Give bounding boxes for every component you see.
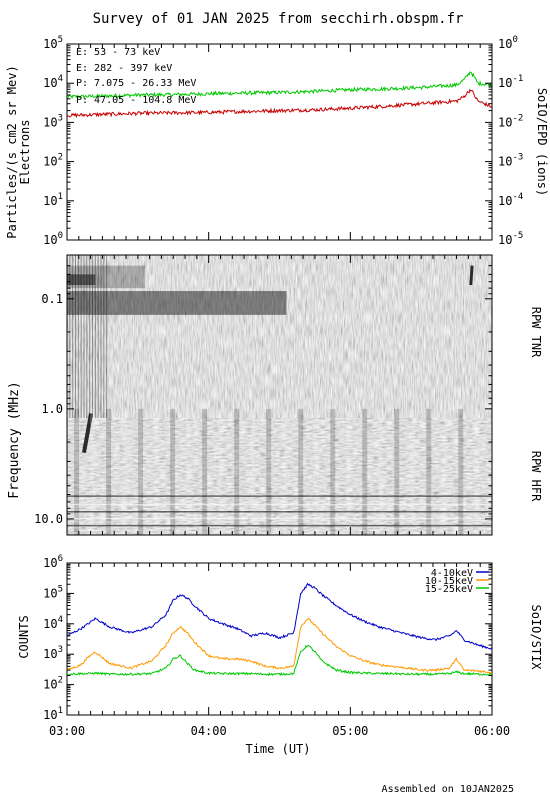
spectrogram-band [67,274,96,286]
spectrogram-features [67,255,492,535]
stix-legend: 4-10keV 10-15keV 15-25keV [425,568,489,595]
rpw-ylabel: Frequency (MHz) [7,381,22,498]
hfr-stripe [362,408,368,535]
legend-entry-protons-7-26: P: 7.075 - 26.33 MeV [76,78,196,89]
legend-entry-electrons-282-397: E: 282 - 397 keV [76,63,172,74]
stix-plot-frame [66,562,493,716]
hfr-stripe [378,408,384,535]
stix-panel: 101 102 103 104 105 106 4-10keV 10-15keV 15-2… [17,554,543,756]
legend-entry-10-15kev: 10-15keV [425,576,473,587]
hfr-stripe [314,408,320,535]
hfr-stripe [442,408,448,535]
epd-yaxis-left-label: 104 [43,74,63,90]
footer-assembled: Assembled on 10JAN2025 [382,784,514,795]
x-tick-label: 05:00 [332,724,368,738]
hfr-stripe [90,408,96,535]
spectrogram-band [67,291,287,315]
stix-yaxis-label: 101 [43,706,63,722]
hfr-stripe [266,408,272,535]
x-tick-label: 03:00 [49,724,85,738]
hfr-stripe [170,408,176,535]
epd-yaxis-left-label: 102 [43,153,63,169]
stix-yaxis-label: 102 [43,676,63,692]
epd-ylabel-right: SoIO/EPD (ions) [535,88,549,196]
legend-entry-protons-47-104: P: 47.05 - 104.8 MeV [76,95,196,106]
epd-series-1 [67,88,492,119]
figure-title: Survey of 01 JAN 2025 from secchirh.obsp… [93,11,464,27]
hfr-stripe [202,408,208,535]
epd-yaxis-left-label: 103 [43,113,63,129]
epd-series-0 [67,71,492,100]
rpw-tnr-label: RPW TNR [529,307,543,358]
epd-ylabel-left: Particles/(s cm2 sr Mev) [5,65,19,238]
epd-yaxis-left-label: 101 [43,192,63,208]
epd-panel: 100 101 102 103 104 105 10-5 10-4 10-3 10-2 10-1 1… [5,35,549,247]
hfr-stripe [74,408,80,535]
epd-yaxis-left-label: 105 [43,35,63,51]
type-iii-burst [82,413,94,454]
stix-yaxis-label: 103 [43,645,63,661]
epd-plot-frame [66,43,493,241]
rpw-hfr-label: RPW HFR [529,451,543,502]
hfr-stripe [106,408,112,535]
hfr-stripe [250,408,256,535]
hfr-stripe [234,408,240,535]
stix-ylabel-right: SoIO/STIX [529,604,543,670]
hfr-stripe [410,408,416,535]
legend-entry-electrons-53-73: E: 53 - 73 keV [76,47,160,58]
rpw-yaxis-label: 1.0 [41,402,63,416]
x-tick-label: 04:00 [191,724,227,738]
rpw-panel: 0.1 1.0 10.0 Frequency (MHz) RPW TNR RPW H… [7,254,543,536]
legend-entry-4-10kev: 4-10keV [431,568,473,579]
hfr-stripe [346,408,352,535]
epd-yaxis-right-label: 10-3 [498,153,523,169]
hfr-stripe [282,408,288,535]
stix-series-0 [67,582,492,650]
hfr-spectrogram [67,418,492,535]
epd-yaxis-right-label: 100 [498,35,518,51]
hfr-stripe [218,408,224,535]
epd-yaxis-right-label: 10-5 [498,231,523,247]
stix-series-1 [67,617,492,674]
epd-legend: E: 53 - 73 keV E: 282 - 397 keV P: 7.075… [76,47,196,106]
stix-yaxis-label: 106 [43,554,63,570]
epd-yaxis-right-label: 10-2 [498,113,523,129]
legend-entry-15-25kev: 15-25keV [425,584,473,595]
stix-series-2 [67,644,492,677]
x-axis-label: Time (UT) [245,742,310,756]
epd-ylabel-left-2: Electrons [18,119,32,184]
rpw-yaxis-label: 0.1 [41,292,63,306]
stix-yaxis-label: 105 [43,584,63,600]
epd-yaxis-right-label: 10-4 [498,192,523,208]
epd-yaxis-left-label: 100 [43,231,63,247]
x-tick-label: 06:00 [474,724,510,738]
hfr-stripe [330,408,336,535]
hfr-stripe [474,408,480,535]
hfr-stripe [186,408,192,535]
hfr-stripe [298,408,304,535]
epd-yaxis-right-label: 10-1 [498,74,523,90]
tnr-burst [469,265,474,286]
hfr-stripe [458,408,464,535]
stix-yaxis-label: 104 [43,615,63,631]
stix-ylabel: COUNTS [17,615,31,658]
hfr-stripe [426,408,432,535]
hfr-stripe [154,408,160,535]
hfr-stripe [122,408,128,535]
rpw-yaxis-label: 10.0 [34,512,63,526]
tnr-spectrogram [67,255,492,418]
hfr-stripe [394,408,400,535]
hfr-stripe [138,408,144,535]
